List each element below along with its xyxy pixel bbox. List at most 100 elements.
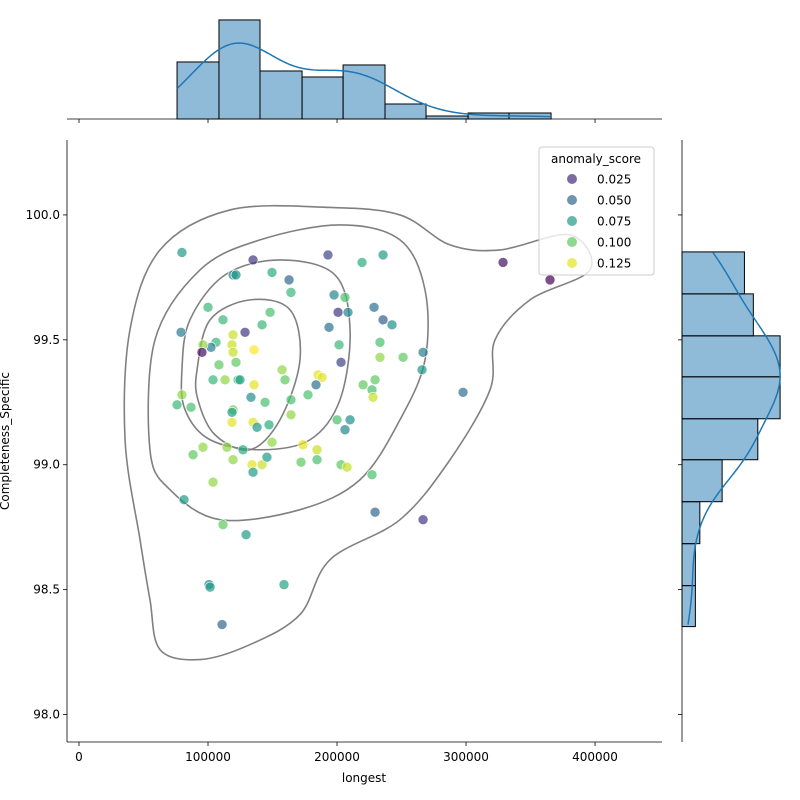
scatter-points [171,247,556,630]
kde-contour-line [180,259,351,451]
marginal-x-hist-bar [384,103,427,120]
scatter-point [247,254,259,266]
scatter-point [239,327,251,338]
x-tick-label: 300000 [443,750,489,764]
legend-marker [567,237,577,247]
scatter-point [230,357,242,368]
scatter-point [237,444,249,456]
scatter-point [374,352,386,363]
x-tick-label: 100000 [185,750,231,764]
x-ticks: 0 100000 200000 300000 400000 [75,742,618,764]
legend-label: 0.075 [597,215,631,229]
scatter-point [339,424,351,436]
scatter-point [240,529,252,540]
scatter-point [197,441,209,453]
scatter-point [175,327,187,338]
scatter-point [256,319,268,331]
scatter-point [259,396,271,408]
scatter-point [176,247,188,258]
marginal-x-ticks [78,119,596,123]
marginal-y-kde-line [687,251,781,625]
scatter-point [377,314,389,326]
scatter-point [216,619,228,630]
legend-label: 0.100 [597,236,631,250]
scatter-point [219,374,231,386]
marginal-y-hist-bar [681,418,759,461]
scatter-point [322,249,334,261]
y-tick-label: 99.5 [33,333,60,347]
x-tick-label: 200000 [314,750,360,764]
scatter-point [285,394,297,406]
x-tick-label: 400000 [572,750,618,764]
y-ticks: 98.0 98.5 99.0 99.5 100.0 [26,208,67,722]
scatter-point [335,357,347,368]
y-tick-label: 98.5 [33,583,60,597]
scatter-point [297,439,309,451]
scatter-point [497,257,509,268]
scatter-point [187,449,199,461]
scatter-point [367,391,379,403]
marginal-y-histogram [681,251,781,628]
scatter-point [285,409,297,421]
scatter-point [213,359,225,371]
scatter-point [185,401,197,413]
legend-label: 0.050 [597,194,631,208]
x-axis-label: longest [342,771,387,785]
marginal-y-ticks [678,214,682,715]
marginal-x-hist-bar [301,76,344,120]
scatter-point [266,436,278,448]
kde-contour-line [123,204,593,661]
scatter-point [202,302,214,313]
scatter-point [196,347,208,358]
scatter-point [227,454,239,466]
marginal-x-hist-bar [259,70,303,120]
scatter-point [417,514,429,525]
y-axis-label: Completeness_Specific [0,372,12,510]
scatter-point [247,466,259,478]
legend: anomaly_score 0.025 0.050 0.075 0.100 0.125 [538,146,655,276]
marginal-x-kde-line [176,42,551,118]
marginal-y-hist-bar [681,376,781,420]
kde-contour-line [147,224,429,522]
scatter-point [331,414,343,426]
scatter-point [417,347,429,358]
scatter-point [457,386,469,398]
scatter-point [332,307,344,318]
scatter-point [302,389,314,401]
scatter-point [217,314,229,326]
scatter-point [248,379,260,391]
scatter-point [310,379,322,391]
scatter-point [397,352,409,363]
scatter-point [279,374,291,386]
scatter-point [217,519,229,530]
scatter-point [261,451,273,463]
legend-marker [567,258,577,268]
scatter-point [323,322,335,333]
legend-label: 0.125 [597,257,631,271]
scatter-point [344,414,356,426]
scatter-point [374,337,386,348]
marginal-x-axes [67,19,662,123]
legend-title: anomaly_score [551,152,641,166]
legend-label: 0.025 [597,173,631,187]
scatter-point [230,269,242,281]
scatter-point [278,579,290,590]
scatter-point [226,416,238,428]
scatter-point [357,379,369,391]
scatter-point [256,459,268,471]
marginal-y-hist-bar [681,293,754,337]
y-tick-label: 98.0 [33,708,60,722]
y-tick-label: 99.0 [33,458,60,472]
marginal-y-axes [678,140,781,742]
scatter-point [341,461,353,473]
kde-contours [123,204,593,661]
scatter-point [333,339,345,351]
scatter-point [266,267,278,278]
scatter-point [386,319,398,331]
scatter-point [245,391,257,403]
scatter-point [342,307,354,318]
scatter-point [248,344,260,356]
scatter-point [316,372,328,383]
scatter-point [171,399,183,411]
